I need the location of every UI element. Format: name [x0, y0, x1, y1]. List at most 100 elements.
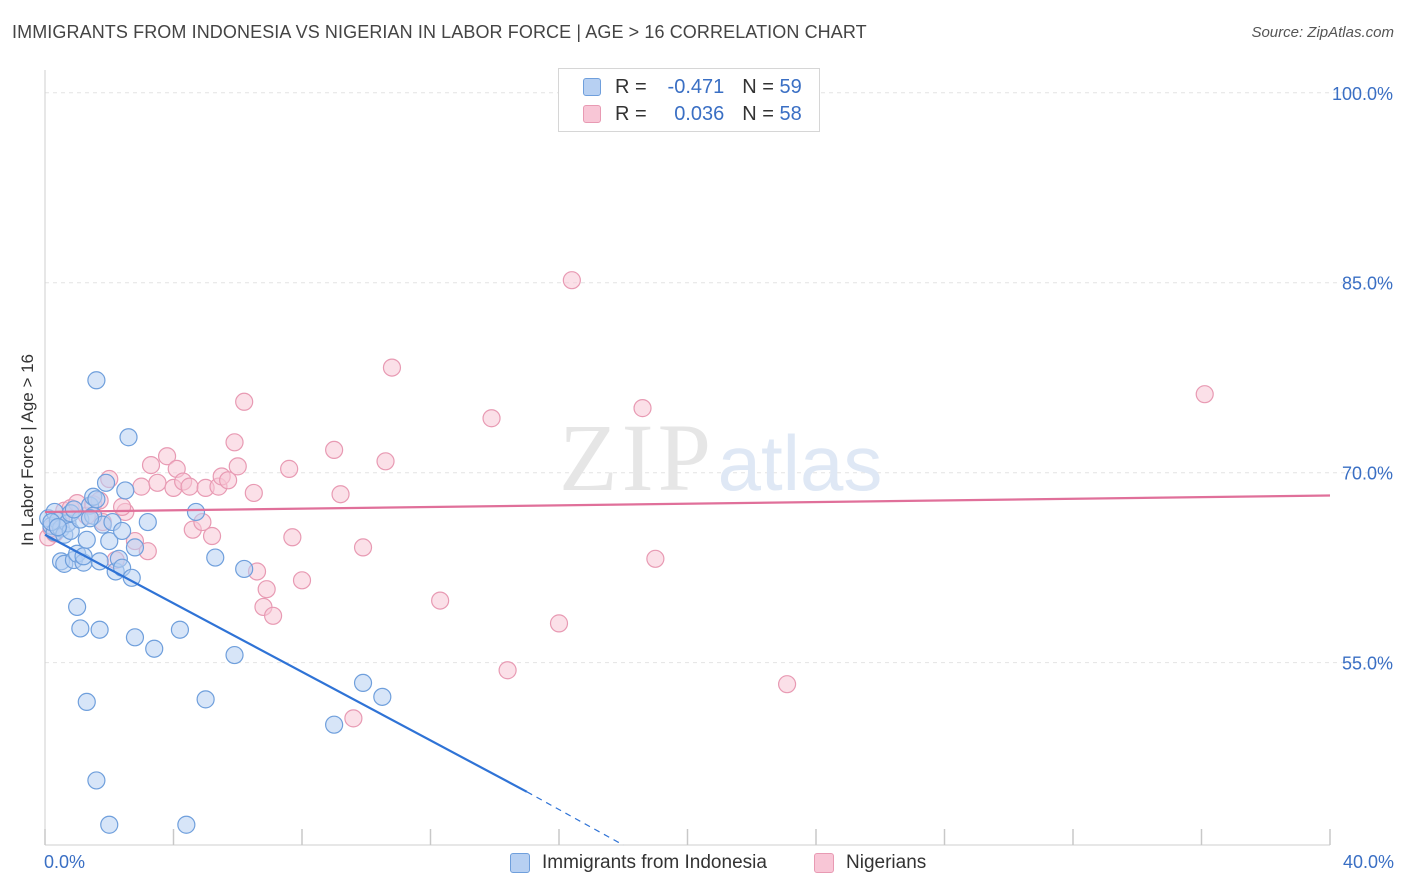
nigerians-point	[482, 409, 501, 428]
indonesia-point	[206, 548, 225, 567]
nigerians-point	[431, 591, 450, 610]
y-axis-label: In Labor Force | Age > 16	[18, 353, 37, 547]
nigerians-point	[263, 606, 283, 625]
series-legend-indonesia: Immigrants from Indonesia	[510, 852, 767, 874]
indonesia-point	[87, 490, 106, 509]
indonesia-point	[77, 692, 96, 712]
axes	[44, 70, 1331, 846]
legend-n-value: 59	[779, 75, 802, 98]
nigerians-point	[777, 675, 797, 694]
indonesia-point	[225, 645, 244, 665]
indonesia-point	[138, 512, 157, 532]
indonesia-point	[48, 518, 67, 537]
y-axis-label-wrap: In Labor Force | Age > 16	[16, 300, 40, 600]
indonesia-point	[170, 620, 190, 639]
nigerians-point	[382, 358, 402, 377]
nigerians-point	[132, 477, 151, 496]
indonesia-point	[68, 597, 87, 617]
y-tick-label: 70.0%	[1342, 464, 1393, 484]
indonesia-point	[100, 815, 119, 834]
y-tick-labels: 55.0% 70.0% 85.0% 100.0%	[1332, 84, 1393, 674]
indonesia-point	[353, 673, 373, 693]
legend-swatch-nigeria	[583, 105, 601, 123]
nigerians-point	[325, 440, 344, 460]
indonesia-point	[125, 628, 145, 647]
nigerians-point	[228, 457, 247, 476]
nigerians-point	[633, 399, 652, 418]
legend-row-nigeria: R = 0.036 N = 58	[583, 101, 802, 127]
indonesia-trend-extension	[526, 791, 624, 846]
legend-n-value: 58	[779, 102, 802, 125]
x-tick-label-min: 0.0%	[44, 852, 86, 872]
indonesia-point	[112, 521, 132, 541]
correlation-legend: R = -0.471 N = 59 R = 0.036 N = 58	[558, 68, 820, 132]
nigerians-point	[331, 485, 350, 504]
indonesia-point	[177, 815, 196, 834]
chart-title: IMMIGRANTS FROM INDONESIA VS NIGERIAN IN…	[12, 22, 867, 42]
y-tick-label: 85.0%	[1342, 274, 1393, 294]
nigerians-point	[1195, 385, 1214, 404]
nigerians-point	[235, 392, 254, 411]
indonesia-point	[116, 481, 135, 500]
indonesia-point	[196, 690, 215, 709]
watermark: ZIP atlas	[559, 404, 882, 511]
indonesia-point	[325, 715, 344, 734]
indonesia-point	[77, 530, 96, 549]
nigerians-point	[344, 709, 363, 728]
nigerians-point	[498, 661, 517, 680]
series-swatch-nigeria	[814, 853, 834, 873]
legend-swatch-indonesia	[583, 78, 601, 96]
indonesia-trend-line	[44, 533, 528, 793]
series-swatch-indonesia	[510, 853, 530, 873]
indonesia-point	[373, 687, 392, 706]
watermark-zip: ZIP	[559, 404, 715, 511]
series-legend: Immigrants from Indonesia Nigerians	[0, 850, 1406, 878]
indonesia-point	[186, 502, 206, 522]
nigerians-point	[219, 471, 238, 490]
nigerians-point	[257, 580, 276, 599]
legend-r-value: 0.036	[674, 102, 725, 125]
nigerians-point	[157, 447, 177, 466]
legend-n-label: N =	[742, 75, 774, 98]
nigerians-point	[292, 571, 312, 590]
indonesia-point	[145, 639, 164, 658]
nigerians-point	[244, 483, 263, 503]
x-tick-label-max: 40.0%	[1342, 852, 1394, 872]
nigerians-point	[225, 433, 244, 452]
series-name-nigeria: Nigerians	[846, 852, 927, 873]
nigerians-point	[549, 614, 569, 633]
nigerians-point	[180, 477, 199, 496]
nigerians-trend-line	[44, 494, 1331, 514]
nigerians-point	[646, 549, 665, 568]
legend-row-indonesia: R = -0.471 N = 59	[583, 74, 802, 100]
indonesia-point	[80, 509, 100, 528]
nigerians-point	[148, 473, 167, 492]
y-tick-label: 100.0%	[1332, 84, 1393, 104]
nigerians-point	[353, 538, 373, 557]
watermark-atlas: atlas	[718, 419, 883, 507]
indonesia-point	[96, 473, 116, 492]
indonesia-point	[71, 619, 90, 638]
nigerians-point	[141, 455, 161, 475]
legend-r-value: -0.471	[667, 75, 725, 98]
legend-r-label: R =	[615, 75, 647, 98]
series-name-indonesia: Immigrants from Indonesia	[542, 852, 767, 873]
y-tick-label: 55.0%	[1342, 654, 1393, 674]
indonesia-point	[125, 538, 145, 557]
nigerians-point	[280, 459, 299, 478]
gridlines	[45, 92, 1392, 664]
nigerians-point	[283, 528, 302, 547]
series-legend-nigeria: Nigerians	[814, 852, 926, 874]
nigerians-point	[202, 526, 222, 546]
indonesia-point	[100, 531, 119, 551]
indonesia-point	[64, 500, 84, 519]
indonesia-point	[90, 620, 109, 639]
indonesia-points	[39, 371, 392, 834]
nigerians-point	[562, 271, 581, 290]
legend-n-label: N =	[742, 102, 774, 125]
indonesia-point	[87, 371, 106, 390]
indonesia-point	[119, 428, 138, 447]
nigerians-point	[376, 452, 395, 471]
nigerians-point	[112, 497, 132, 516]
indonesia-point	[235, 559, 254, 579]
